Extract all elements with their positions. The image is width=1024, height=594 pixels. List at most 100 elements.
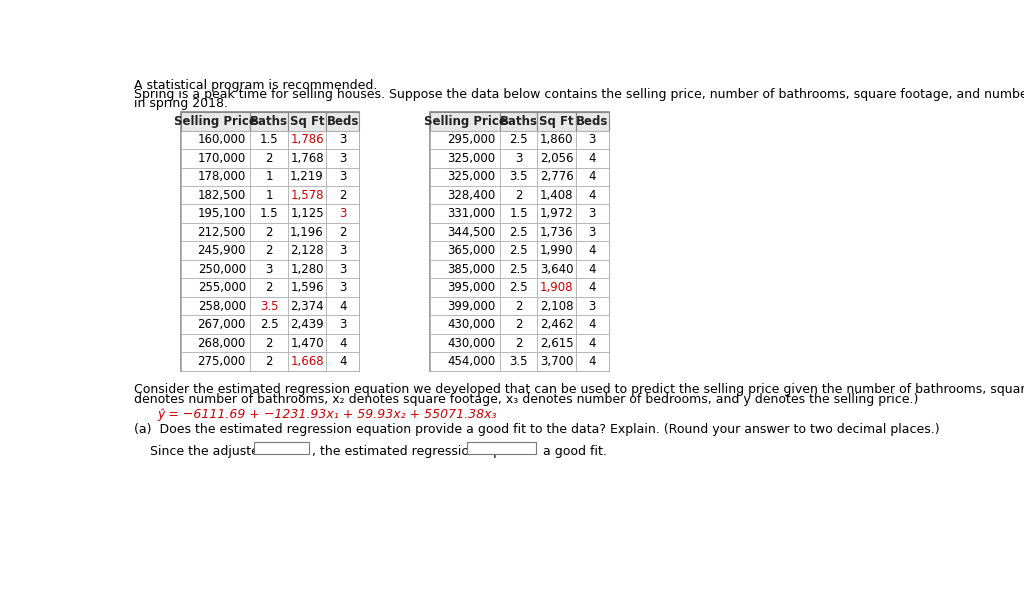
- Bar: [430, 204, 500, 223]
- Text: 250,000: 250,000: [198, 263, 246, 276]
- Bar: [327, 315, 359, 334]
- Text: 2,108: 2,108: [540, 299, 573, 312]
- Text: 1,596: 1,596: [290, 281, 324, 294]
- Bar: [288, 352, 327, 371]
- Text: a good fit.: a good fit.: [539, 446, 606, 459]
- Bar: [327, 112, 359, 131]
- Bar: [251, 352, 288, 371]
- Bar: [575, 334, 608, 352]
- Bar: [538, 279, 575, 297]
- Bar: [430, 186, 500, 204]
- Text: 1: 1: [265, 189, 272, 202]
- Bar: [288, 223, 327, 241]
- Text: ∨: ∨: [524, 446, 531, 456]
- Text: 2.5: 2.5: [509, 133, 528, 146]
- Text: 4: 4: [589, 152, 596, 165]
- Text: Sq Ft: Sq Ft: [290, 115, 325, 128]
- Bar: [251, 131, 288, 149]
- Text: 1.5: 1.5: [260, 133, 279, 146]
- Text: 2: 2: [265, 152, 272, 165]
- Bar: [327, 334, 359, 352]
- Text: 3,700: 3,700: [540, 355, 573, 368]
- Bar: [500, 112, 538, 131]
- Text: 430,000: 430,000: [447, 318, 496, 331]
- Bar: [251, 297, 288, 315]
- Bar: [538, 223, 575, 241]
- Text: Selling Price: Selling Price: [424, 115, 507, 128]
- Bar: [430, 112, 608, 371]
- Text: 1,408: 1,408: [540, 189, 573, 202]
- Text: 3: 3: [589, 226, 596, 239]
- Text: 267,000: 267,000: [198, 318, 246, 331]
- Bar: [180, 112, 251, 131]
- Bar: [575, 279, 608, 297]
- Bar: [500, 204, 538, 223]
- Text: 4: 4: [589, 170, 596, 184]
- Bar: [327, 204, 359, 223]
- Text: 3: 3: [339, 133, 346, 146]
- Bar: [180, 149, 251, 168]
- Bar: [500, 168, 538, 186]
- Text: 1,860: 1,860: [540, 133, 573, 146]
- Bar: [327, 260, 359, 279]
- Bar: [430, 112, 500, 131]
- Text: 2: 2: [339, 189, 346, 202]
- Text: 170,000: 170,000: [198, 152, 246, 165]
- Bar: [575, 297, 608, 315]
- Text: 4: 4: [589, 244, 596, 257]
- Bar: [180, 315, 251, 334]
- Bar: [288, 149, 327, 168]
- Text: 182,500: 182,500: [198, 189, 246, 202]
- Bar: [575, 223, 608, 241]
- Text: 1,736: 1,736: [540, 226, 573, 239]
- Text: 4: 4: [589, 189, 596, 202]
- Bar: [180, 297, 251, 315]
- Text: 178,000: 178,000: [198, 170, 246, 184]
- Bar: [288, 131, 327, 149]
- Text: ---Select---: ---Select---: [471, 446, 526, 456]
- Bar: [500, 315, 538, 334]
- Bar: [288, 315, 327, 334]
- Text: 195,100: 195,100: [198, 207, 246, 220]
- Text: 2: 2: [265, 355, 272, 368]
- Bar: [180, 334, 251, 352]
- Bar: [575, 204, 608, 223]
- Text: 1,196: 1,196: [290, 226, 324, 239]
- Text: 2: 2: [265, 226, 272, 239]
- Bar: [538, 168, 575, 186]
- Text: 2: 2: [515, 337, 522, 350]
- Text: 399,000: 399,000: [447, 299, 496, 312]
- Text: 3.5: 3.5: [509, 355, 527, 368]
- Bar: [288, 297, 327, 315]
- Text: 4: 4: [339, 337, 346, 350]
- Text: 344,500: 344,500: [447, 226, 496, 239]
- Bar: [288, 168, 327, 186]
- Text: Consider the estimated regression equation we developed that can be used to pred: Consider the estimated regression equati…: [134, 383, 1024, 396]
- Text: 2.5: 2.5: [260, 318, 279, 331]
- Text: 1,280: 1,280: [290, 263, 324, 276]
- Text: Baths: Baths: [250, 115, 288, 128]
- Text: Beds: Beds: [577, 115, 608, 128]
- Bar: [575, 112, 608, 131]
- Bar: [538, 315, 575, 334]
- Text: 3: 3: [339, 281, 346, 294]
- Bar: [500, 334, 538, 352]
- Bar: [430, 334, 500, 352]
- Bar: [327, 149, 359, 168]
- Bar: [500, 279, 538, 297]
- Text: 454,000: 454,000: [447, 355, 496, 368]
- Bar: [327, 241, 359, 260]
- Text: 3.5: 3.5: [509, 170, 527, 184]
- Bar: [327, 352, 359, 371]
- Text: (a)  Does the estimated regression equation provide a good fit to the data? Expl: (a) Does the estimated regression equati…: [134, 423, 940, 436]
- Text: 1,668: 1,668: [290, 355, 324, 368]
- Text: 1,786: 1,786: [290, 133, 324, 146]
- Text: 3: 3: [265, 263, 272, 276]
- Bar: [288, 260, 327, 279]
- Bar: [251, 204, 288, 223]
- Text: 3.5: 3.5: [260, 299, 279, 312]
- Bar: [251, 186, 288, 204]
- Bar: [575, 186, 608, 204]
- Text: 385,000: 385,000: [447, 263, 496, 276]
- Bar: [575, 149, 608, 168]
